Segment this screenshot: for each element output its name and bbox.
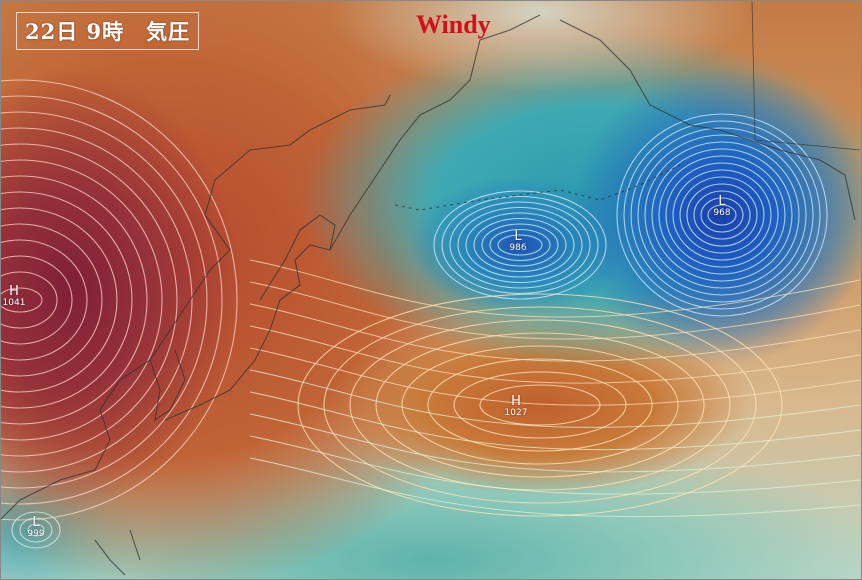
center-type: L xyxy=(32,515,40,530)
isobar xyxy=(707,204,737,226)
border-line xyxy=(751,0,861,151)
coastline-alaska xyxy=(559,19,856,221)
isobar xyxy=(249,391,861,451)
isobar xyxy=(441,195,599,295)
isobar xyxy=(0,287,43,313)
low-pressure-center: L 968 xyxy=(713,195,730,218)
isobar xyxy=(658,155,786,275)
isobar xyxy=(0,255,73,345)
isobar xyxy=(0,95,223,505)
isobar xyxy=(637,134,807,296)
low-pressure-center: L 999 xyxy=(27,516,44,539)
center-type: L xyxy=(514,229,522,244)
isobar xyxy=(249,369,861,428)
isobar xyxy=(19,517,53,543)
isobar xyxy=(375,332,705,478)
isobar xyxy=(0,239,88,361)
isobar xyxy=(401,345,679,465)
isobar xyxy=(323,306,757,504)
isobar xyxy=(700,197,744,233)
center-value: 999 xyxy=(27,529,45,539)
isobar xyxy=(449,201,591,289)
high-pressure-center: H 1027 xyxy=(505,395,528,418)
isobar xyxy=(0,159,163,441)
isobar xyxy=(665,162,779,268)
isobar xyxy=(297,293,783,517)
isobar xyxy=(0,175,148,425)
isobar xyxy=(249,347,861,406)
isobar xyxy=(249,435,861,495)
isobar xyxy=(0,191,133,409)
center-value: 1027 xyxy=(504,408,528,418)
isobar xyxy=(427,358,653,452)
isobar xyxy=(686,183,758,247)
coastline-asia xyxy=(0,94,391,521)
isobar xyxy=(349,319,731,491)
isobar xyxy=(679,176,765,254)
isobar xyxy=(11,511,61,549)
isobar xyxy=(0,127,193,473)
aleutian-islands xyxy=(394,164,681,211)
isobar xyxy=(249,413,861,473)
isobar xyxy=(0,223,103,377)
isobar xyxy=(473,217,567,273)
isobar xyxy=(457,206,583,284)
isobar xyxy=(27,523,45,537)
isobar xyxy=(465,212,575,278)
isobar xyxy=(481,223,559,267)
windy-brand-logo: Windy xyxy=(416,10,491,39)
isobar xyxy=(249,303,861,362)
isobar xyxy=(0,79,238,521)
isobar xyxy=(616,113,828,317)
low-pressure-center: L 986 xyxy=(509,230,526,253)
center-type: L xyxy=(718,194,726,209)
isobar xyxy=(630,127,814,303)
isobar xyxy=(0,143,178,457)
center-value: 1041 xyxy=(2,298,26,308)
isobar xyxy=(644,141,800,289)
coastline-japan xyxy=(164,214,336,421)
coastline-philippines xyxy=(94,529,141,576)
center-value: 968 xyxy=(713,208,731,218)
coastline-korea xyxy=(149,349,186,422)
center-type: H xyxy=(511,394,521,409)
isobar xyxy=(249,259,861,318)
coastline-kamchatka xyxy=(329,14,541,251)
isobar xyxy=(489,228,551,262)
isobar xyxy=(249,281,861,340)
isobar xyxy=(0,271,58,329)
isobar xyxy=(672,169,772,261)
isobar xyxy=(693,190,751,240)
isobar xyxy=(453,371,627,439)
isobar xyxy=(249,325,861,384)
isobar xyxy=(0,111,208,489)
map-title: 22日 9時 気圧 xyxy=(16,12,200,50)
isobar xyxy=(249,457,861,518)
isobar xyxy=(623,120,821,310)
isobar xyxy=(651,148,793,282)
isobar xyxy=(433,190,607,300)
isobar xyxy=(0,207,118,393)
high-pressure-center: H 1041 xyxy=(3,285,26,308)
center-value: 986 xyxy=(509,243,527,253)
isobar xyxy=(497,234,543,256)
center-type: H xyxy=(9,284,19,299)
